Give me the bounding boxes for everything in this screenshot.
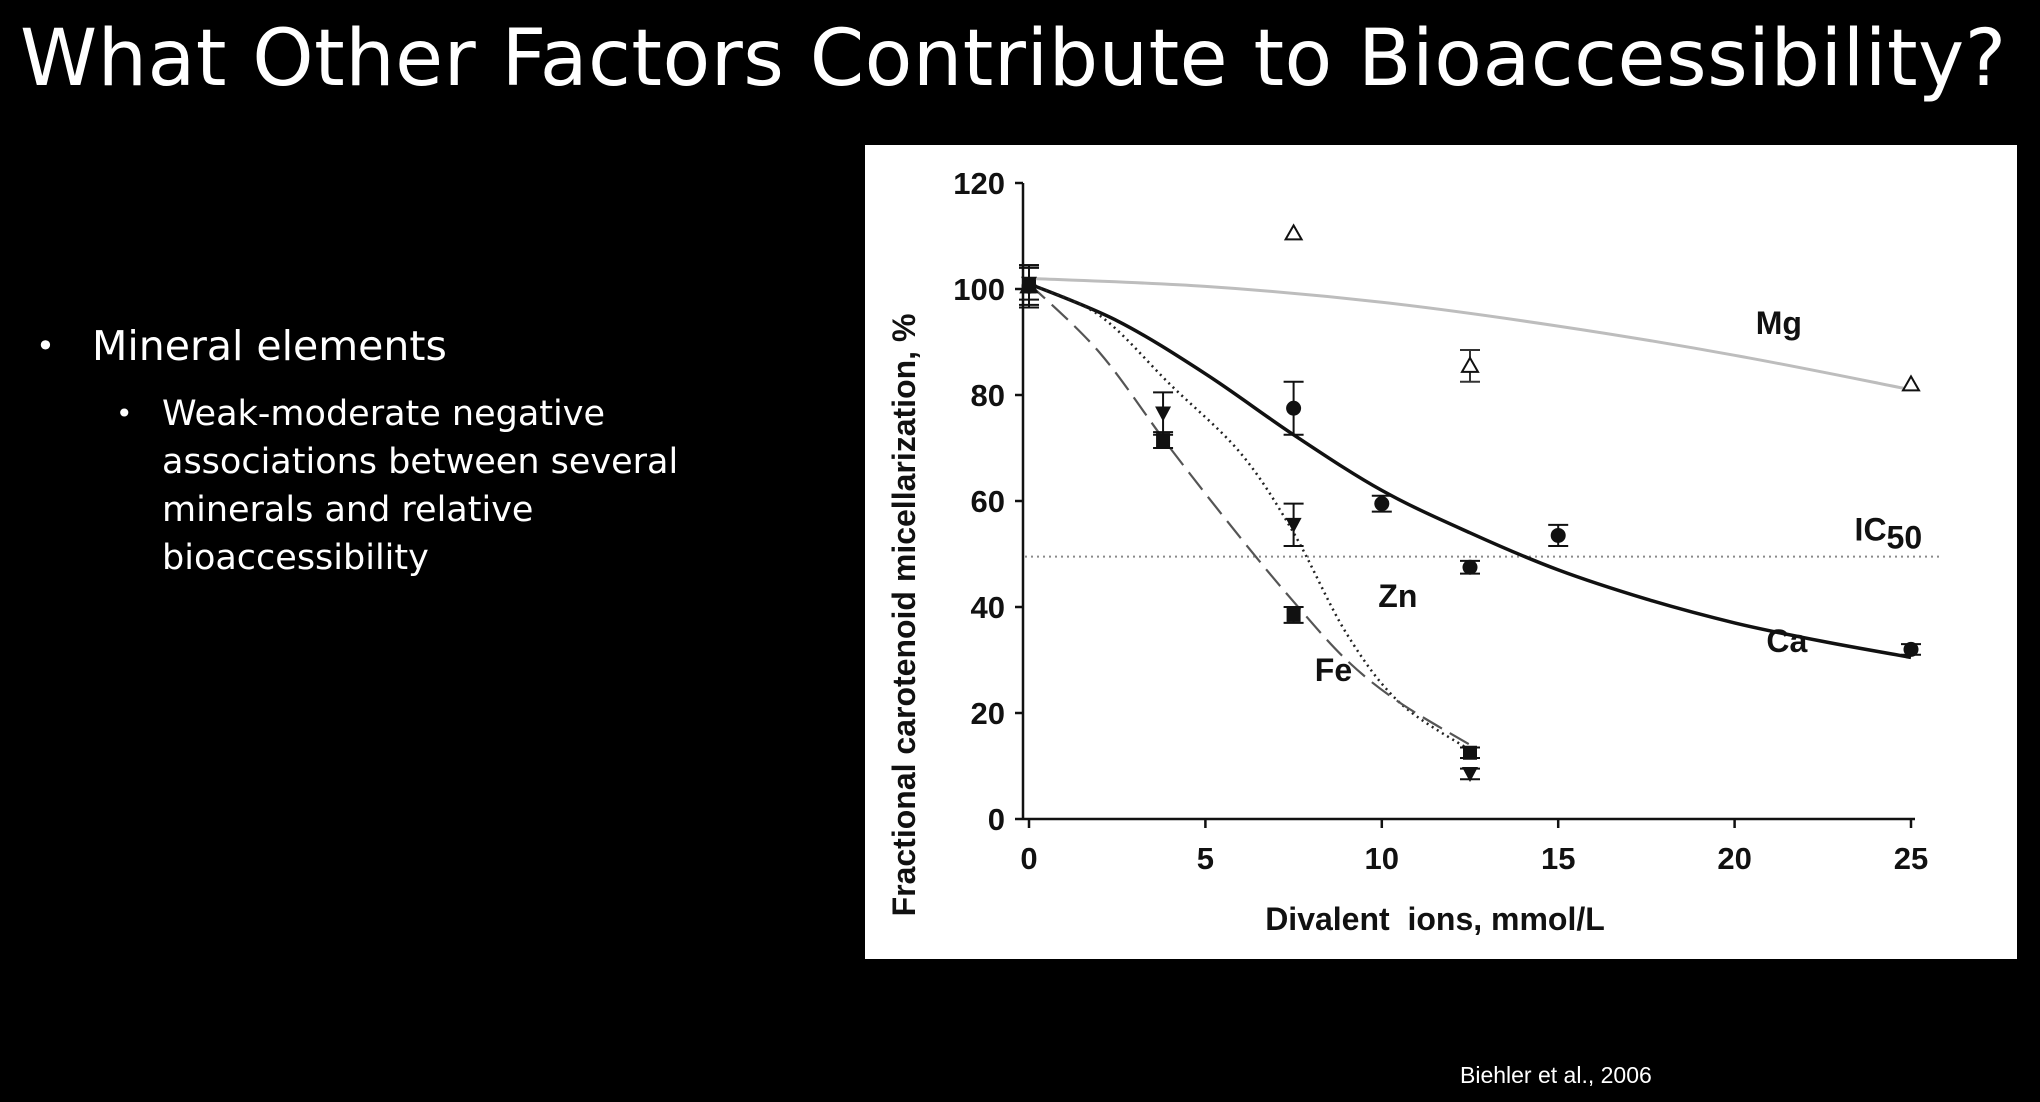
- y-tick-label: 0: [988, 802, 1005, 837]
- x-tick-label: 0: [1020, 841, 1037, 876]
- citation: Biehler et al., 2006: [1460, 1062, 1652, 1088]
- fe-data-point: [1463, 745, 1477, 760]
- bullet-list: Mineral elements Weak-moderate negative …: [30, 318, 770, 582]
- ca-data-point: [1286, 400, 1302, 416]
- chart-panel: 0 20 40 60 80 100 120 0 5 10 15 20 25 Mg Ca Zn Fe Dival…: [865, 145, 2017, 959]
- x-tick-label: 10: [1365, 841, 1399, 876]
- x-tick-label: 25: [1894, 841, 1928, 876]
- ca-data-point: [1374, 496, 1390, 512]
- zn-data-point: [1285, 517, 1302, 533]
- y-axis-label: Fractional carotenoid micellarization, %: [886, 314, 922, 917]
- mg-data-point: [1460, 355, 1480, 373]
- mg-fit-curve: [1028, 276, 1912, 392]
- slide-title: What Other Factors Contribute to Bioacce…: [20, 14, 2007, 104]
- mg-series-label: Mg: [1756, 305, 1802, 341]
- fe-data-point: [1286, 607, 1301, 622]
- fe-data-point: [1156, 433, 1171, 448]
- y-tick-label: 40: [971, 590, 1005, 625]
- ca-fit-curve: [1028, 282, 1912, 660]
- zn-data-point: [1462, 766, 1478, 782]
- mg-data-point: [1901, 374, 1921, 392]
- x-tick-label: 20: [1717, 841, 1751, 876]
- mg-data-point: [1283, 223, 1304, 241]
- y-tick-label: 120: [953, 166, 1005, 201]
- fe-series-label: Fe: [1315, 652, 1352, 688]
- y-tick-label: 20: [971, 696, 1005, 731]
- ic50-label-main: IC: [1855, 512, 1887, 548]
- y-tick-label: 60: [971, 484, 1005, 519]
- x-tick-label: 15: [1541, 841, 1575, 876]
- zn-series-label: Zn: [1378, 578, 1417, 614]
- ca-data-point: [1903, 641, 1919, 657]
- zn-data-point: [1155, 406, 1172, 422]
- bullet-negative-associations: Weak-moderate negative associations betw…: [116, 390, 762, 582]
- fe-data-point: [1022, 279, 1036, 294]
- x-tick-label: 5: [1197, 841, 1214, 876]
- micellarization-chart: 0 20 40 60 80 100 120 0 5 10 15 20 25 Mg Ca Zn Fe Dival…: [886, 166, 1939, 937]
- zn-fit-curve: [1028, 282, 1471, 752]
- fe-fit-curve: [1028, 282, 1471, 746]
- ic50-label: IC50: [1855, 512, 1923, 556]
- ca-data-point: [1550, 527, 1566, 543]
- y-tick-label: 80: [971, 378, 1005, 413]
- x-axis-label: Divalent ions, mmol/L: [1265, 901, 1605, 937]
- ca-data-point: [1462, 559, 1478, 575]
- y-tick-label: 100: [953, 272, 1005, 307]
- bullet-mineral-elements: Mineral elements: [30, 318, 770, 374]
- ic50-label-sub: 50: [1887, 520, 1923, 556]
- ca-series-label: Ca: [1766, 623, 1807, 659]
